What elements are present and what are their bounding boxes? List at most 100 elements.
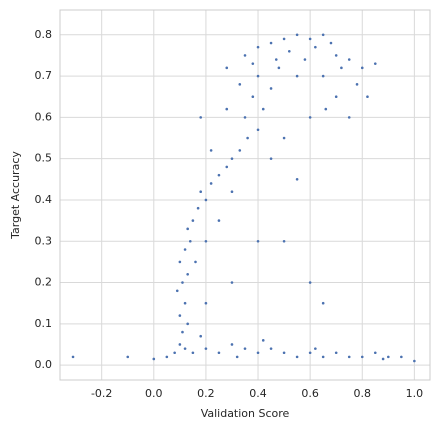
point [251, 62, 255, 65]
point [230, 190, 234, 193]
point [178, 343, 182, 346]
point [235, 355, 239, 359]
point [321, 74, 325, 78]
point [71, 355, 75, 359]
point [295, 355, 299, 359]
y-tick-label: 0.7 [35, 69, 53, 82]
point [181, 330, 184, 334]
point [321, 355, 325, 359]
point [191, 219, 195, 222]
point [199, 116, 203, 119]
point [308, 281, 312, 284]
x-tick-label: -0.2 [91, 387, 112, 400]
point [199, 334, 203, 338]
point [274, 58, 278, 61]
point [413, 359, 416, 363]
point [225, 66, 229, 70]
point [243, 54, 247, 57]
point [256, 351, 260, 355]
point [334, 351, 338, 355]
point [217, 219, 221, 222]
point [225, 165, 229, 169]
y-axis-label: Target Accuracy [9, 151, 22, 240]
point [251, 95, 255, 99]
point [347, 355, 351, 359]
point [347, 58, 351, 61]
point [183, 301, 187, 305]
point [282, 136, 286, 140]
point [261, 107, 265, 111]
point [308, 351, 312, 355]
point [314, 45, 317, 49]
point [243, 347, 247, 350]
point [183, 347, 187, 350]
point [175, 289, 179, 293]
point [217, 173, 221, 177]
y-tick-label: 0.1 [35, 317, 53, 330]
point [204, 239, 208, 243]
point [230, 281, 234, 284]
y-tick-label: 0.0 [35, 358, 53, 371]
point [173, 351, 176, 355]
point [282, 239, 286, 243]
point [329, 41, 333, 45]
point [387, 355, 390, 359]
point [178, 314, 182, 317]
point [308, 37, 312, 41]
point [347, 116, 351, 119]
point [295, 33, 299, 37]
point [183, 248, 187, 251]
point [199, 190, 203, 193]
point [194, 260, 197, 264]
point [360, 66, 364, 70]
point [256, 45, 260, 49]
point [373, 351, 377, 355]
y-tick-label: 0.6 [35, 110, 53, 123]
point [178, 260, 182, 264]
point [186, 322, 189, 326]
point [191, 351, 195, 355]
point [295, 74, 299, 78]
y-tick-label: 0.3 [35, 234, 53, 247]
point [340, 66, 343, 70]
point [308, 116, 312, 119]
point [295, 178, 299, 181]
point [381, 357, 385, 361]
point [256, 74, 260, 78]
plot-frame [59, 9, 431, 381]
point [269, 347, 273, 350]
point [269, 157, 273, 160]
x-tick-label: 0.0 [145, 387, 163, 400]
point [277, 66, 281, 70]
point [243, 116, 247, 119]
point [186, 227, 189, 231]
point [181, 281, 184, 284]
point [321, 33, 325, 37]
y-tick-label: 0.5 [35, 152, 53, 165]
point [256, 239, 260, 243]
point [204, 198, 208, 202]
point [334, 95, 338, 99]
point [165, 355, 169, 359]
point [321, 301, 325, 305]
point [188, 239, 192, 243]
point [282, 351, 286, 355]
point [287, 49, 291, 53]
point [230, 157, 234, 160]
point [324, 107, 328, 111]
point [366, 95, 369, 99]
point [196, 206, 200, 210]
point [204, 301, 208, 305]
x-tick-label: 0.4 [249, 387, 267, 400]
point [126, 355, 130, 359]
point [217, 351, 221, 355]
point [238, 83, 242, 86]
point [225, 107, 229, 111]
point [246, 136, 249, 140]
y-tick-label: 0.2 [35, 276, 53, 289]
y-tick-label: 0.4 [35, 193, 53, 206]
point [209, 182, 213, 185]
x-tick-label: 0.8 [354, 387, 372, 400]
point [238, 149, 242, 152]
